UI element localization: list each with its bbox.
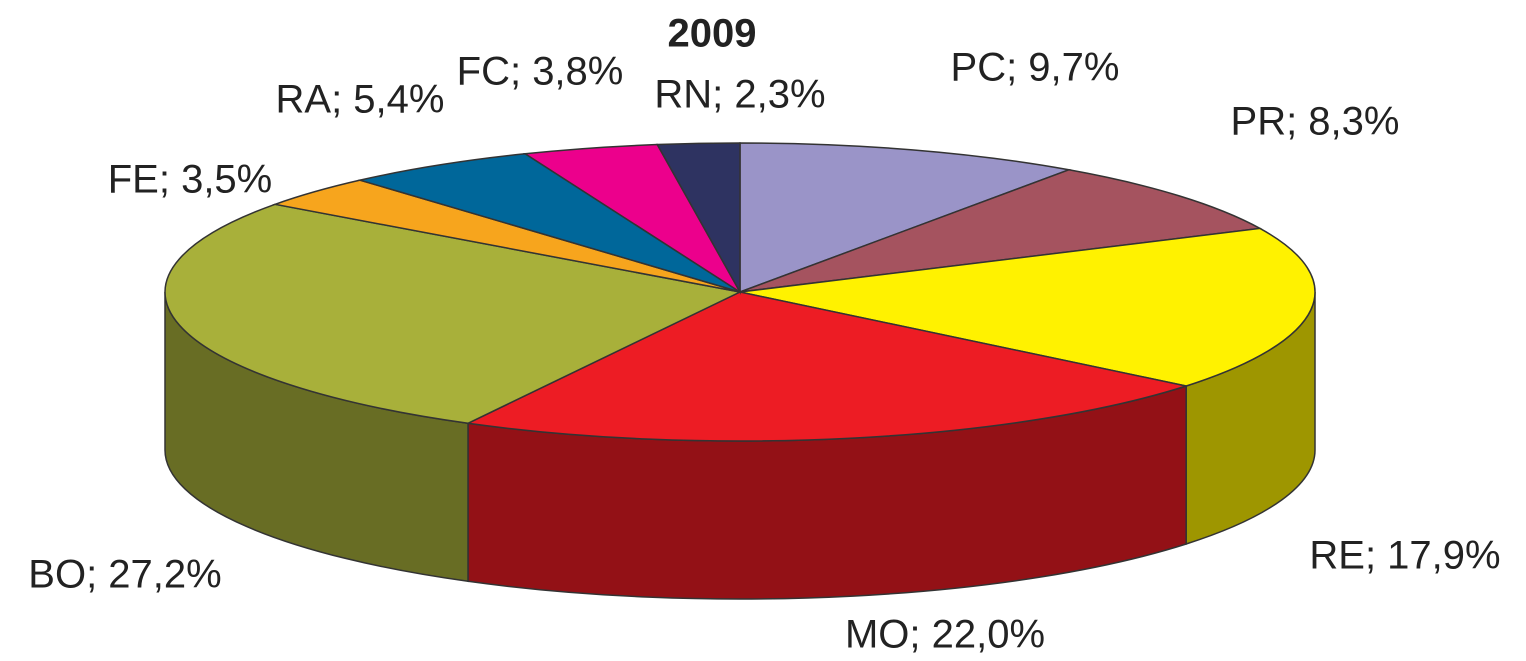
pie-slice <box>739 227 1316 387</box>
chart-title: 2009 <box>668 12 757 56</box>
data-label: FC; 3,8% <box>457 50 624 94</box>
pie-slice <box>465 291 1190 442</box>
pie-slice <box>656 142 741 295</box>
data-label: RE; 17,9% <box>1309 534 1500 578</box>
data-label: PR; 8,3% <box>1231 100 1400 144</box>
data-label: RA; 5,4% <box>276 78 445 122</box>
data-label: FE; 3,5% <box>108 158 273 202</box>
data-label: MO; 22,0% <box>845 613 1045 657</box>
pie-slice <box>164 203 743 425</box>
pie-slice <box>739 142 1072 294</box>
pie-slice <box>739 169 1263 293</box>
data-label: BO; 27,2% <box>28 553 221 597</box>
data-label: PC; 9,7% <box>951 46 1120 90</box>
data-label: RN; 2,3% <box>654 73 825 117</box>
pie-slice <box>357 153 741 293</box>
